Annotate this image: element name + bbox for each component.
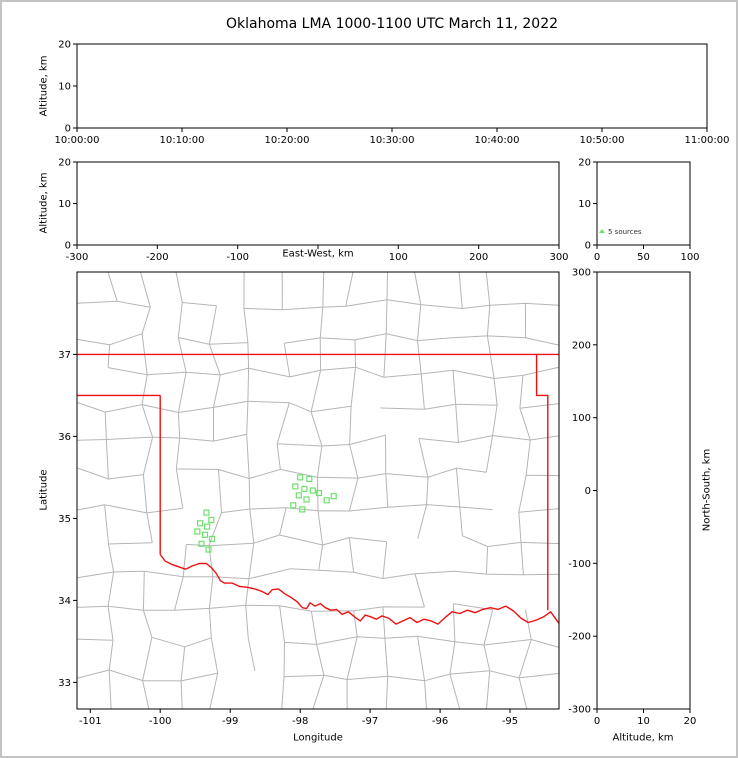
y-tick-label: 10 <box>578 199 591 210</box>
lma-station-marker <box>292 483 299 490</box>
county-boundary-lines <box>77 272 559 709</box>
x-tick-label: 0 <box>594 252 600 263</box>
x-tick-label: 10 <box>637 716 650 727</box>
panel-altitude-northsouth <box>596 271 691 710</box>
lma-station-marker <box>205 546 212 553</box>
xlabel-east-west: East-West, km <box>282 248 354 260</box>
x-tick-label: -98 <box>292 716 308 727</box>
lma-station-marker <box>323 497 330 504</box>
lma-station-marker <box>203 509 210 516</box>
state-border-east <box>535 354 549 611</box>
lma-station-marker <box>330 493 337 500</box>
chart-title: Oklahoma LMA 1000-1100 UTC March 11, 202… <box>225 16 559 32</box>
x-tick-label: 0 <box>594 716 600 727</box>
x-tick-label: 300 <box>549 252 568 263</box>
y-tick-label: 300 <box>572 268 591 279</box>
lma-station-marker <box>194 528 201 535</box>
x-tick-label: -100 <box>226 252 249 263</box>
x-tick-label: 10:20:00 <box>265 135 310 146</box>
lma-station-marker <box>208 516 215 524</box>
x-tick-label: -100 <box>149 716 172 727</box>
lma-station-marker <box>306 475 313 483</box>
lma-station-marker <box>315 489 323 497</box>
y-tick-label: 10 <box>58 199 71 210</box>
y-tick-label: 37 <box>58 350 71 361</box>
x-tick-label: 50 <box>637 252 650 263</box>
state-border-red_river <box>159 554 559 625</box>
y-tick-label: 20 <box>58 40 71 51</box>
xlabel-longitude: Longitude <box>293 732 343 744</box>
y-tick-label: 100 <box>572 413 591 424</box>
x-tick-label: 10:30:00 <box>370 135 415 146</box>
lma-station-marker <box>295 492 302 499</box>
x-tick-label: 10:50:00 <box>580 135 625 146</box>
x-tick-label: 10:00:00 <box>55 135 100 146</box>
y-tick-label: 10 <box>58 82 71 93</box>
lma-station-marker <box>204 523 211 530</box>
y-tick-label: -300 <box>568 705 591 716</box>
lma-station-marker <box>301 485 308 492</box>
x-tick-label: -99 <box>222 716 238 727</box>
x-tick-label: -96 <box>432 716 448 727</box>
y-tick-label: 20 <box>578 158 591 169</box>
x-tick-label: 200 <box>469 252 488 263</box>
x-tick-label: 10:40:00 <box>475 135 520 146</box>
lma-station-marker <box>198 540 205 547</box>
x-tick-label: -200 <box>146 252 169 263</box>
lma-station-marker <box>197 520 204 527</box>
x-tick-label: 20 <box>684 716 697 727</box>
y-tick-label: 33 <box>58 678 71 689</box>
x-tick-label: 100 <box>680 252 699 263</box>
histogram-annotation-text: 5 sources <box>608 228 642 236</box>
y-tick-label: 0 <box>585 486 591 497</box>
lma-station-marker <box>290 502 297 509</box>
lma-station-marker <box>297 474 304 481</box>
x-tick-label: -300 <box>66 252 89 263</box>
y-tick-label: 20 <box>58 158 71 169</box>
lma-station-marker <box>303 496 310 503</box>
y-tick-label: 0 <box>65 124 71 135</box>
x-tick-label: -97 <box>362 716 378 727</box>
lma-station-marker <box>299 506 306 513</box>
y-tick-label: 36 <box>58 432 71 443</box>
x-tick-label: -101 <box>79 716 102 727</box>
lma-station-marker <box>309 487 316 494</box>
x-tick-label: 11:00:00 <box>685 135 730 146</box>
lma-station-marker <box>201 531 209 538</box>
x-tick-label: -95 <box>502 716 518 727</box>
x-tick-label: 100 <box>389 252 408 263</box>
panel-eastwest-altitude <box>76 161 560 246</box>
y-tick-label: 34 <box>58 596 71 607</box>
y-tick-label: 0 <box>65 241 71 252</box>
y-tick-label: -100 <box>568 559 591 570</box>
lma-station-marker <box>208 535 216 543</box>
histogram-annotation-marker <box>599 229 605 233</box>
y-tick-label: 200 <box>572 340 591 351</box>
y-tick-label: 35 <box>58 514 71 525</box>
xlabel-ns-panel-altitude: Altitude, km <box>612 732 674 744</box>
panel-plan-view-map <box>76 271 560 710</box>
y-tick-label: 0 <box>585 241 591 252</box>
y-tick-label: -200 <box>568 632 591 643</box>
x-tick-label: 10:10:00 <box>160 135 205 146</box>
panel-time-altitude <box>76 43 708 129</box>
